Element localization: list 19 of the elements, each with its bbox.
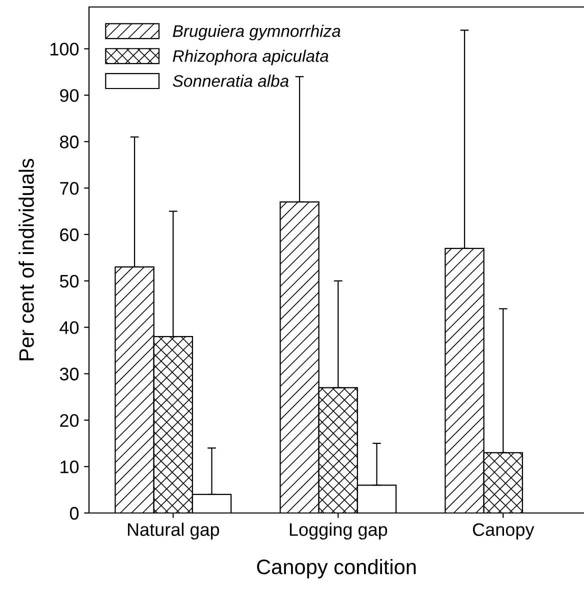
x-tick-label: Natural gap [128,522,220,540]
y-tick-label: 10 [60,460,79,474]
y-tick-label: 70 [60,182,79,195]
x-axis-title: Canopy condition [257,559,416,578]
y-tick-label: 20 [60,414,79,427]
y-tick-label: 50 [60,274,79,288]
y-tick-label: 30 [60,368,79,380]
y-tick-label: 100 [50,42,79,56]
legend-label: Bruguiera gymnorrhiza [172,24,340,40]
y-tick-label: 60 [60,228,79,242]
y-tick-label: 40 [60,321,79,334]
legend-label: Rhizophora apiculata [172,50,328,66]
y-tick-label: 80 [60,136,79,148]
x-tick-label: Canopy [472,523,534,540]
x-tick-label: Logging gap [290,522,388,540]
y-tick-label: 0 [70,506,79,520]
legend-label: Sonneratia alba [172,74,289,87]
y-axis-title: Per cent of individuals [18,158,34,360]
y-tick-label: 90 [60,89,79,102]
